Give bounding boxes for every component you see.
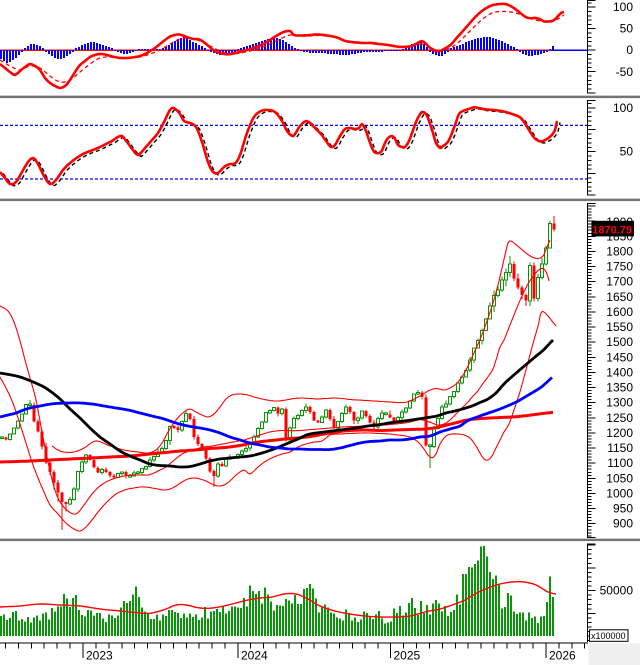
svg-text:2026: 2026 xyxy=(549,649,576,663)
svg-text:1750: 1750 xyxy=(606,260,633,274)
svg-text:1150: 1150 xyxy=(607,441,633,455)
svg-text:1400: 1400 xyxy=(606,365,633,379)
svg-text:x100000: x100000 xyxy=(591,631,626,641)
svg-text:0: 0 xyxy=(626,43,633,57)
svg-text:50000: 50000 xyxy=(600,584,634,598)
svg-text:1300: 1300 xyxy=(606,396,633,410)
svg-text:1000: 1000 xyxy=(606,486,633,500)
svg-text:50: 50 xyxy=(620,22,634,36)
svg-text:1700: 1700 xyxy=(606,275,633,289)
svg-text:1250: 1250 xyxy=(606,411,633,425)
svg-text:2023: 2023 xyxy=(86,649,113,663)
svg-text:2024: 2024 xyxy=(241,649,268,663)
svg-text:1500: 1500 xyxy=(606,335,633,349)
svg-text:1650: 1650 xyxy=(606,290,633,304)
svg-text:900: 900 xyxy=(613,517,633,531)
svg-text:1350: 1350 xyxy=(606,381,633,395)
svg-text:1200: 1200 xyxy=(606,426,633,440)
svg-text:1100: 1100 xyxy=(607,456,633,470)
svg-text:-50: -50 xyxy=(616,65,634,79)
svg-text:950: 950 xyxy=(613,502,633,516)
svg-text:1870.79: 1870.79 xyxy=(592,225,632,237)
svg-text:50: 50 xyxy=(620,145,634,159)
svg-text:1800: 1800 xyxy=(606,244,633,258)
svg-text:1450: 1450 xyxy=(606,350,633,364)
svg-text:1050: 1050 xyxy=(606,471,633,485)
svg-text:1600: 1600 xyxy=(606,305,633,319)
svg-text:100: 100 xyxy=(613,101,633,115)
svg-text:100: 100 xyxy=(613,0,633,14)
svg-text:1550: 1550 xyxy=(606,320,633,334)
svg-text:2025: 2025 xyxy=(394,649,421,663)
